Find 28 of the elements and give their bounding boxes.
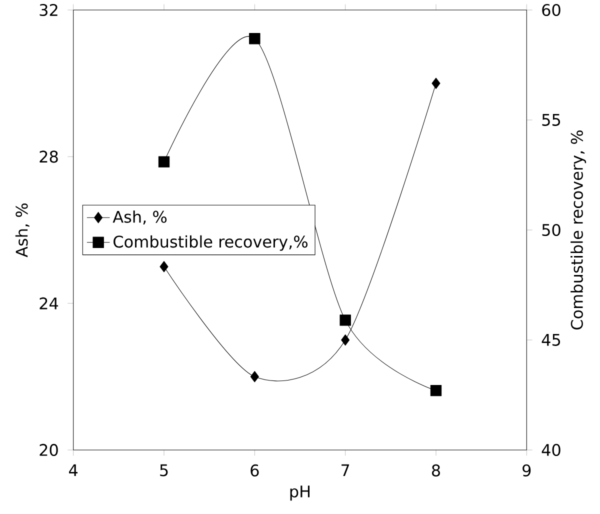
legend-label: Ash, % xyxy=(112,210,167,225)
x-tick-label: 5 xyxy=(160,464,168,476)
x-axis-title: pH xyxy=(290,486,310,501)
y2-tick-label: 40 xyxy=(542,444,560,456)
y2-tick-label: 60 xyxy=(542,4,560,16)
y2-tick-label: 55 xyxy=(542,114,560,126)
point xyxy=(250,371,259,382)
legend-label: Combustible recovery,% xyxy=(114,235,308,251)
x-tick-label: 4 xyxy=(69,464,78,476)
y-tick-label: 32 xyxy=(40,4,58,16)
x-tick-label: 7 xyxy=(342,464,350,476)
point xyxy=(160,261,168,272)
point xyxy=(430,384,442,396)
y2-tick-label: 50 xyxy=(542,224,560,236)
x-tick-label: 9 xyxy=(522,464,531,476)
y-axis-title: Ash, % xyxy=(15,203,30,258)
y-tick-label: 24 xyxy=(40,297,58,310)
point xyxy=(432,78,440,89)
y2-tick-label: 45 xyxy=(542,334,560,346)
y-tick-label: 28 xyxy=(40,150,58,163)
x-tick-label: 8 xyxy=(432,464,440,476)
y-tick-label: 20 xyxy=(40,444,58,456)
point xyxy=(249,32,260,44)
x-tick-label: 6 xyxy=(250,464,259,476)
point xyxy=(340,314,351,326)
point xyxy=(341,334,350,346)
y2-axis-title: Combustible recovery, % xyxy=(570,130,586,330)
point xyxy=(158,156,170,168)
